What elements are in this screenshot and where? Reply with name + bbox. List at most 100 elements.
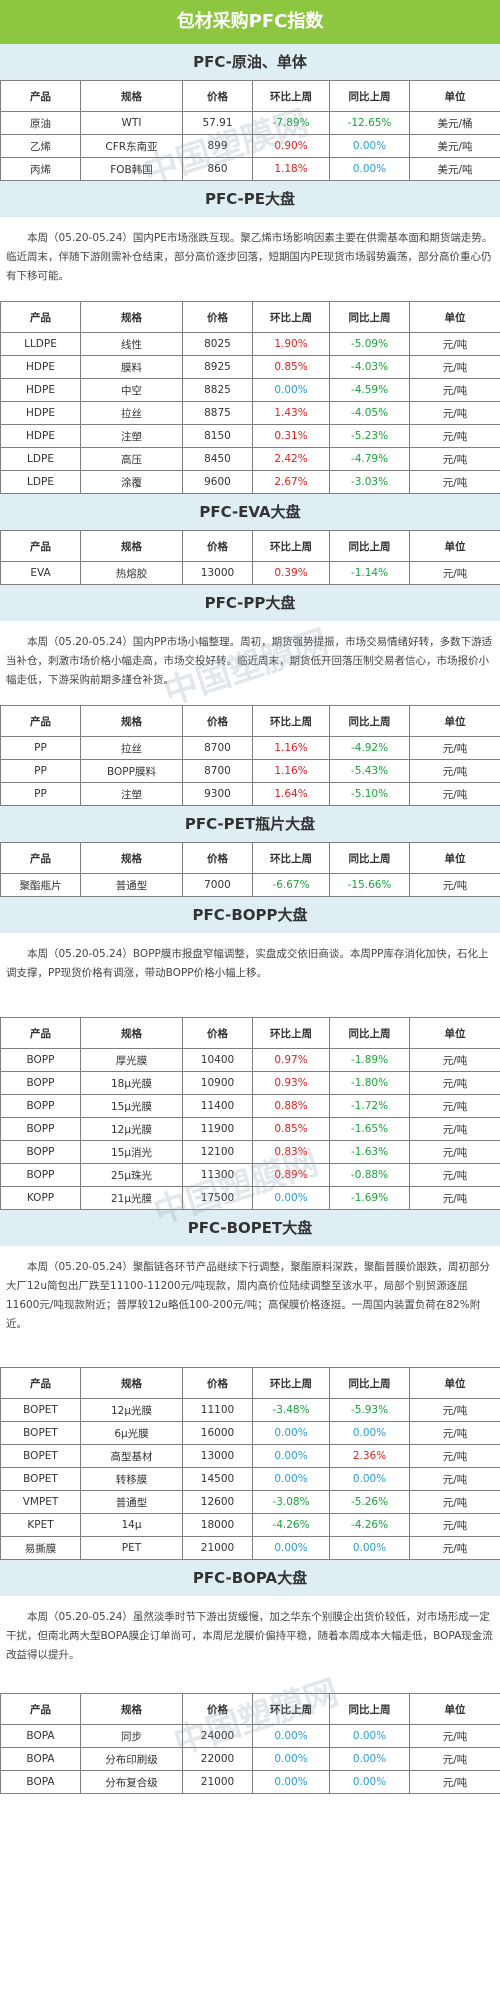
cell-unit: 元/吨: [409, 1513, 500, 1537]
section-summary: 本周（05.20-05.24）虽然淡季时节下游出货缓慢，加之华东个别膜企出货价较…: [6, 1611, 493, 1661]
cell-mom: 0.00%: [252, 1444, 330, 1468]
header-mom: 环比上周: [252, 705, 330, 737]
header-yoy: 同比上周: [329, 530, 410, 562]
cell-spec: 转移膜: [80, 1467, 183, 1491]
table-row: BOPET 6μ光膜 16000 0.00% 0.00% 元/吨: [0, 1421, 500, 1445]
section-summary: 本周（05.20-05.24）聚酯链各环节产品继续下行调整，聚酯原料深跌，聚酯普…: [6, 1261, 490, 1330]
header-unit: 单位: [409, 1693, 500, 1725]
cell-price: 17500: [182, 1186, 253, 1210]
cell-yoy: 0.00%: [329, 1467, 410, 1491]
cell-price: 8700: [182, 736, 253, 760]
cell-spec: 高压: [80, 447, 183, 471]
header-yoy: 同比上周: [329, 301, 410, 333]
cell-mom: 1.16%: [252, 736, 330, 760]
header-product: 产品: [0, 1367, 81, 1399]
cell-mom: 1.18%: [252, 157, 330, 181]
cell-yoy: -5.10%: [329, 782, 410, 806]
cell-spec: 线性: [80, 332, 183, 356]
cell-mom: 1.16%: [252, 759, 330, 783]
cell-product: BOPP: [0, 1117, 81, 1141]
cell-unit: 美元/吨: [409, 157, 500, 181]
header-spec: 规格: [80, 1367, 183, 1399]
cell-yoy: 0.00%: [329, 1724, 410, 1748]
cell-yoy: -4.26%: [329, 1513, 410, 1537]
header-product: 产品: [0, 842, 81, 874]
cell-spec: 12μ光膜: [80, 1117, 183, 1141]
header-product: 产品: [0, 1017, 81, 1049]
header-mom: 环比上周: [252, 842, 330, 874]
cell-spec: 14μ: [80, 1513, 183, 1537]
cell-product: PP: [0, 736, 81, 760]
section-summary: 本周（05.20-05.24）国内PE市场涨跌互现。聚乙烯市场影响因素主要在供需…: [6, 232, 493, 282]
cell-product: HDPE: [0, 401, 81, 425]
cell-spec: 高型基材: [80, 1444, 183, 1468]
cell-yoy: -5.23%: [329, 424, 410, 448]
cell-mom: 0.83%: [252, 1140, 330, 1164]
header-price: 价格: [182, 842, 253, 874]
price-table: 产品 规格 价格 环比上周 同比上周 单位 BOPA 同步 24000 0.00% 0.00% 元/吨…: [0, 1693, 500, 1794]
header-unit: 单位: [409, 1017, 500, 1049]
cell-product: 聚酯瓶片: [0, 873, 81, 897]
header-yoy: 同比上周: [329, 1693, 410, 1725]
cell-spec: 普通型: [80, 1490, 183, 1514]
cell-unit: 元/吨: [409, 1117, 500, 1141]
cell-unit: 元/吨: [409, 1444, 500, 1468]
cell-mom: 0.00%: [252, 1536, 330, 1560]
cell-yoy: -1.14%: [329, 561, 410, 585]
cell-price: 11400: [182, 1094, 253, 1118]
price-table: 产品 规格 价格 环比上周 同比上周 单位 EVA 热熔胶 13000 0.39% -1.14% 元/…: [0, 530, 500, 585]
cell-yoy: -1.89%: [329, 1048, 410, 1072]
cell-yoy: -5.26%: [329, 1490, 410, 1514]
cell-price: 8825: [182, 378, 253, 402]
cell-spec: PET: [80, 1536, 183, 1560]
cell-unit: 元/吨: [409, 1536, 500, 1560]
table-row: HDPE 拉丝 8875 1.43% -4.05% 元/吨: [0, 401, 500, 425]
cell-product: BOPP: [0, 1094, 81, 1118]
cell-product: BOPA: [0, 1747, 81, 1771]
table-row: BOPP 厚光膜 10400 0.97% -1.89% 元/吨: [0, 1048, 500, 1072]
header-mom: 环比上周: [252, 80, 330, 112]
cell-product: LDPE: [0, 447, 81, 471]
table-row: BOPA 同步 24000 0.00% 0.00% 元/吨: [0, 1724, 500, 1748]
cell-spec: 注塑: [80, 424, 183, 448]
cell-spec: 21μ光膜: [80, 1186, 183, 1210]
cell-product: LDPE: [0, 470, 81, 494]
cell-price: 899: [182, 134, 253, 158]
section-title: PFC-BOPA大盘: [0, 1560, 500, 1596]
cell-mom: 1.64%: [252, 782, 330, 806]
cell-yoy: -1.80%: [329, 1071, 410, 1095]
cell-mom: -7.89%: [252, 111, 330, 135]
cell-product: HDPE: [0, 424, 81, 448]
cell-product: HDPE: [0, 355, 81, 379]
cell-yoy: -4.59%: [329, 378, 410, 402]
cell-mom: 0.00%: [252, 378, 330, 402]
price-table: 产品 规格 价格 环比上周 同比上周 单位 LLDPE 线性 8025 1.90% -5.09% 元/…: [0, 301, 500, 494]
cell-price: 10900: [182, 1071, 253, 1095]
header-price: 价格: [182, 530, 253, 562]
table-row: PP 拉丝 8700 1.16% -4.92% 元/吨: [0, 736, 500, 760]
header-spec: 规格: [80, 80, 183, 112]
cell-mom: 0.89%: [252, 1163, 330, 1187]
cell-price: 8875: [182, 401, 253, 425]
cell-price: 9300: [182, 782, 253, 806]
cell-product: BOPET: [0, 1467, 81, 1491]
table-row: BOPET 高型基材 13000 0.00% 2.36% 元/吨: [0, 1444, 500, 1468]
header-yoy: 同比上周: [329, 842, 410, 874]
cell-mom: 0.00%: [252, 1770, 330, 1794]
header-product: 产品: [0, 530, 81, 562]
cell-unit: 元/吨: [409, 873, 500, 897]
table-row: BOPP 25μ珠光 11300 0.89% -0.88% 元/吨: [0, 1163, 500, 1187]
cell-unit: 元/吨: [409, 759, 500, 783]
cell-unit: 元/吨: [409, 401, 500, 425]
cell-unit: 美元/桶: [409, 111, 500, 135]
table-row: BOPA 分布复合级 21000 0.00% 0.00% 元/吨: [0, 1770, 500, 1794]
table-header-row: 产品 规格 价格 环比上周 同比上周 单位: [0, 301, 500, 333]
cell-unit: 元/吨: [409, 378, 500, 402]
header-mom: 环比上周: [252, 1367, 330, 1399]
table-row: 丙烯 FOB韩国 860 1.18% 0.00% 美元/吨: [0, 157, 500, 181]
header-yoy: 同比上周: [329, 705, 410, 737]
cell-product: BOPET: [0, 1421, 81, 1445]
table-row: BOPET 转移膜 14500 0.00% 0.00% 元/吨: [0, 1467, 500, 1491]
cell-price: 16000: [182, 1421, 253, 1445]
table-header-row: 产品 规格 价格 环比上周 同比上周 单位: [0, 1693, 500, 1725]
